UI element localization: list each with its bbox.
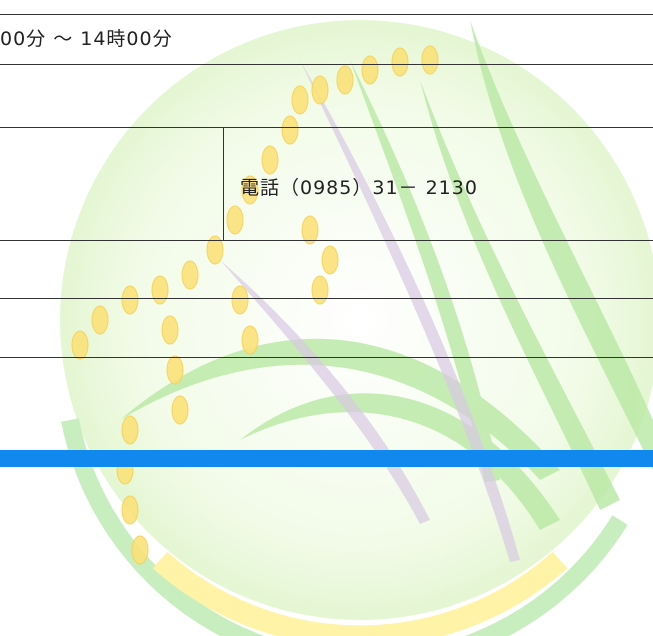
table-border <box>0 127 653 128</box>
background-disc <box>60 20 653 620</box>
table-border <box>0 357 653 358</box>
disc-rim <box>152 551 568 636</box>
section-divider <box>0 450 653 467</box>
table-border <box>223 127 224 240</box>
hours-text: 00分 〜 14時00分 <box>0 28 173 50</box>
stems <box>220 60 520 562</box>
rice-grains <box>71 45 439 565</box>
phone-text: 電話（0985）31－ 2130 <box>240 177 478 199</box>
table-border <box>0 240 653 241</box>
table-border <box>0 64 653 65</box>
table-border <box>0 298 653 299</box>
disc-rim <box>61 418 628 636</box>
table-border <box>0 14 653 15</box>
